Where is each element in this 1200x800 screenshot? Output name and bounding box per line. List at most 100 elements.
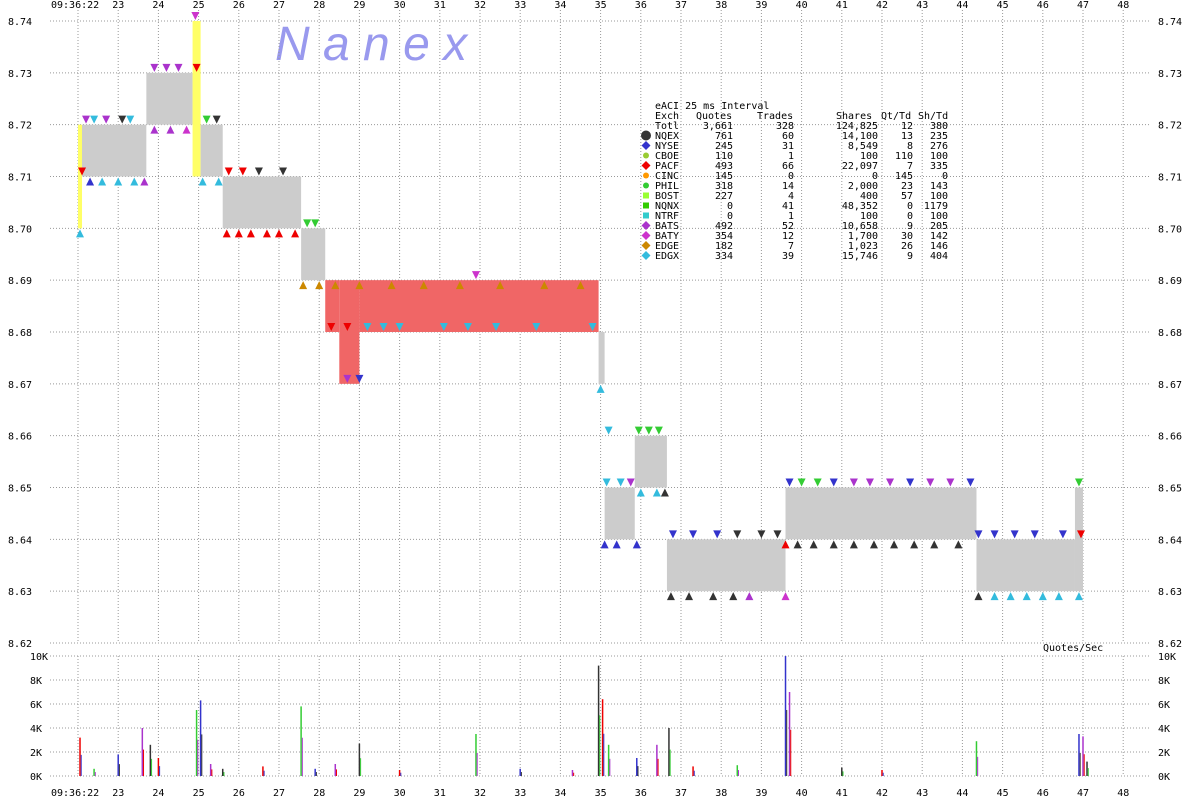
time-tick-label-bottom: 29 <box>353 788 365 799</box>
stats-cell-exch: EDGX <box>655 251 679 262</box>
quote-marker-baty <box>191 12 200 20</box>
stats-cell-trades: 52 <box>782 221 794 232</box>
stats-marker-edge <box>641 241 651 250</box>
time-tick-label-top: 37 <box>675 0 687 11</box>
stats-cell-quotes: 145 <box>715 171 733 182</box>
stats-marker-nyse <box>641 141 651 150</box>
stats-header-exch: Exch <box>655 111 679 122</box>
price-tick-label-right: 8.69 <box>1158 276 1182 287</box>
quote-marker-nyse <box>713 530 722 539</box>
nbbo-band-segment <box>598 332 605 384</box>
quote-marker-phil <box>634 426 643 435</box>
stats-marker-edgx <box>641 251 651 260</box>
stats-header-qt-td: Qt/Td <box>881 111 911 122</box>
quote-marker-nyse <box>689 530 698 539</box>
volume-tick-label-left: 2K <box>30 748 42 759</box>
time-tick-label-bottom: 30 <box>394 788 406 799</box>
time-tick-label-bottom: 27 <box>273 788 285 799</box>
time-tick-label-top: 26 <box>233 0 245 11</box>
time-tick-label-top: 25 <box>193 0 205 11</box>
time-tick-label-bottom: 46 <box>1037 788 1049 799</box>
volume-tick-label-right: 8K <box>1158 676 1170 687</box>
time-tick-label-bottom: 23 <box>112 788 124 799</box>
quote-marker-edgx <box>126 115 135 124</box>
price-tick-label-right: 8.67 <box>1158 380 1182 391</box>
quote-marker-edgx <box>76 229 85 238</box>
quote-marker-pacf <box>192 63 201 72</box>
quote-marker-pacf <box>275 229 283 238</box>
quote-marker-phil <box>654 426 663 435</box>
quote-marker-edgx <box>98 177 107 186</box>
stats-cell-quotes: 0 <box>727 201 733 212</box>
quote-marker-nyse <box>355 374 364 383</box>
price-gridlines <box>50 10 1150 644</box>
price-tick-label-left: 8.65 <box>8 484 32 495</box>
stats-cell-qt-td: 30 <box>901 231 913 242</box>
stats-cell-exch: BATS <box>655 221 679 232</box>
quote-marker-bats <box>626 478 635 487</box>
quote-marker-pacf <box>327 323 336 331</box>
stats-cell-shares: 2,000 <box>848 181 878 192</box>
stats-cell-trades: 14 <box>782 181 794 192</box>
quote-marker-edge <box>387 281 396 290</box>
quote-marker-edgx <box>652 488 661 497</box>
time-tick-label-top: 32 <box>474 0 486 11</box>
stats-cell-trades: 1 <box>788 211 794 222</box>
quote-marker-nqex <box>809 540 818 549</box>
time-tick-label-top: 35 <box>595 0 607 11</box>
time-tick-label-top: 33 <box>514 0 526 11</box>
stats-cell-exch: NYSE <box>655 141 679 152</box>
stats-header-trades: Trades <box>757 111 793 122</box>
price-tick-label-right: 8.63 <box>1158 587 1182 598</box>
quote-marker-nyse <box>785 478 794 487</box>
stats-marker-phil <box>643 182 649 189</box>
time-tick-label-top: 43 <box>916 0 928 11</box>
quote-marker-nqex <box>869 540 878 549</box>
quote-marker-edgx <box>1006 592 1015 601</box>
quote-marker-edge <box>576 281 585 290</box>
stats-cell-qt-td: 8 <box>907 141 913 152</box>
price-tick-label-left: 8.63 <box>8 587 32 598</box>
quote-marker-edgx <box>395 323 404 331</box>
quote-marker-edgx <box>596 384 605 393</box>
quote-marker-bats <box>946 478 955 487</box>
nbbo-band-segment <box>785 487 977 540</box>
quote-marker-pacf <box>224 167 233 176</box>
stats-cell-exch: NQEX <box>655 131 679 142</box>
price-tick-label-right: 8.70 <box>1158 224 1182 235</box>
volume-tick-label-left: 6K <box>30 700 42 711</box>
quote-marker-bats <box>162 63 171 72</box>
volume-tick-label-left: 8K <box>30 676 42 687</box>
quote-marker-bats <box>865 478 874 487</box>
stats-marker-nqex <box>641 130 651 141</box>
stats-cell-quotes: 761 <box>715 131 733 142</box>
stats-cell-sh-td: 100 <box>930 191 948 202</box>
stats-cell-trades: 7 <box>788 241 794 252</box>
stats-cell-trades: 60 <box>782 131 794 142</box>
price-tick-label-right: 8.71 <box>1158 173 1182 184</box>
nbbo-band-segment <box>200 124 223 177</box>
quote-marker-edge <box>331 281 340 290</box>
stats-cell-qt-td: 145 <box>895 171 913 182</box>
quote-marker-edge <box>299 281 308 290</box>
stats-cell-quotes: 318 <box>715 181 733 192</box>
time-tick-label-bottom: 32 <box>474 788 486 799</box>
nbbo-band-segment <box>634 435 667 488</box>
quote-marker-edgx <box>1054 592 1063 601</box>
quote-marker-edgx <box>1038 592 1047 601</box>
quote-marker-edgx <box>990 592 999 601</box>
quote-marker-nqex <box>793 540 802 549</box>
price-tick-label-right: 8.65 <box>1158 484 1182 495</box>
quote-marker-nqex <box>666 592 675 601</box>
stats-cell-shares: 124,825 <box>836 121 878 132</box>
nbbo-band-segment <box>222 176 302 229</box>
quote-marker-phil <box>797 478 806 487</box>
stats-cell-shares: 100 <box>860 211 878 222</box>
stats-cell-sh-td: 0 <box>942 171 948 182</box>
nbbo-band-segment <box>146 72 193 125</box>
time-axis-bottom: 09:36:22 23 24 25 26 27 28 29 30 31 32 33 34 35 36 37 38… <box>51 788 1129 799</box>
quote-marker-nqex <box>212 115 221 124</box>
stats-cell-quotes: 227 <box>715 191 733 202</box>
stats-header-quotes: Quotes <box>696 111 732 122</box>
quotes-per-sec-label: Quotes/Sec <box>1043 643 1103 654</box>
